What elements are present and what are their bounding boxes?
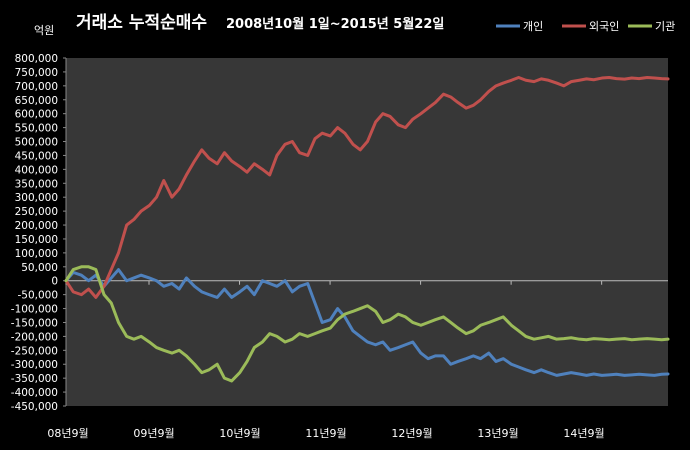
y-tick-label: -150,000 — [11, 317, 58, 329]
y-tick-label: 450,000 — [15, 150, 58, 162]
y-tick-label: 200,000 — [15, 220, 58, 232]
y-tick-label: 650,000 — [15, 95, 58, 107]
legend: 개인 외국인 기관 — [496, 20, 675, 33]
y-tick-label: 0 — [51, 276, 58, 288]
legend-label: 개인 — [523, 20, 543, 33]
axes-group: -450,000 -400,000 -350,000 -300,000 -250,000… — [11, 53, 668, 440]
y-tick-label: 400,000 — [15, 164, 58, 176]
y-tick-label: 550,000 — [15, 123, 58, 135]
y-tick-label: 750,000 — [15, 67, 58, 79]
y-tick-label: -50,000 — [17, 290, 58, 302]
y-tick-label: 350,000 — [15, 178, 58, 190]
y-tick-label: -200,000 — [11, 331, 58, 343]
y-tick-label: 50,000 — [21, 262, 58, 274]
series-line-기관 — [64, 265, 670, 383]
y-tick-label: -400,000 — [11, 387, 58, 399]
y-tick-label: 500,000 — [15, 137, 58, 149]
x-tick-label: 12년9월 — [391, 427, 432, 440]
x-tick-label: 08년9월 — [47, 427, 88, 440]
chart-subtitle: 2008년10월 1일~2015년 5월22일 — [226, 16, 444, 32]
x-tick-label: 14년9월 — [563, 427, 604, 440]
y-tick-label: 300,000 — [15, 192, 58, 204]
y-tick-label: 250,000 — [15, 206, 58, 218]
x-tick-label: 10년9월 — [219, 427, 260, 440]
y-tick-label: 800,000 — [15, 53, 58, 65]
series-group — [64, 75, 670, 383]
y-tick-label: -350,000 — [11, 373, 58, 385]
x-tick-label: 13년9월 — [477, 427, 518, 440]
series-line-외국인 — [64, 75, 670, 299]
y-tick-label: -250,000 — [11, 345, 58, 357]
legend-label: 기관 — [655, 20, 675, 33]
y-tick-label: -300,000 — [11, 359, 58, 371]
y-tick-label: 600,000 — [15, 109, 58, 121]
legend-label: 외국인 — [589, 20, 619, 33]
x-tick-label: 11년9월 — [305, 427, 346, 440]
y-tick-label: -450,000 — [11, 401, 58, 413]
series-line-개인 — [64, 268, 670, 377]
y-tick-label: 700,000 — [15, 81, 58, 93]
y-tick-label: 150,000 — [15, 234, 58, 246]
x-tick-label: 09년9월 — [133, 427, 174, 440]
plot-area — [66, 58, 668, 406]
y-tick-label: 100,000 — [15, 248, 58, 260]
y-axis-label: 억원 — [34, 24, 54, 37]
y-tick-label: -100,000 — [11, 304, 58, 316]
chart-title: 거래소 누적순매수 — [76, 13, 207, 33]
